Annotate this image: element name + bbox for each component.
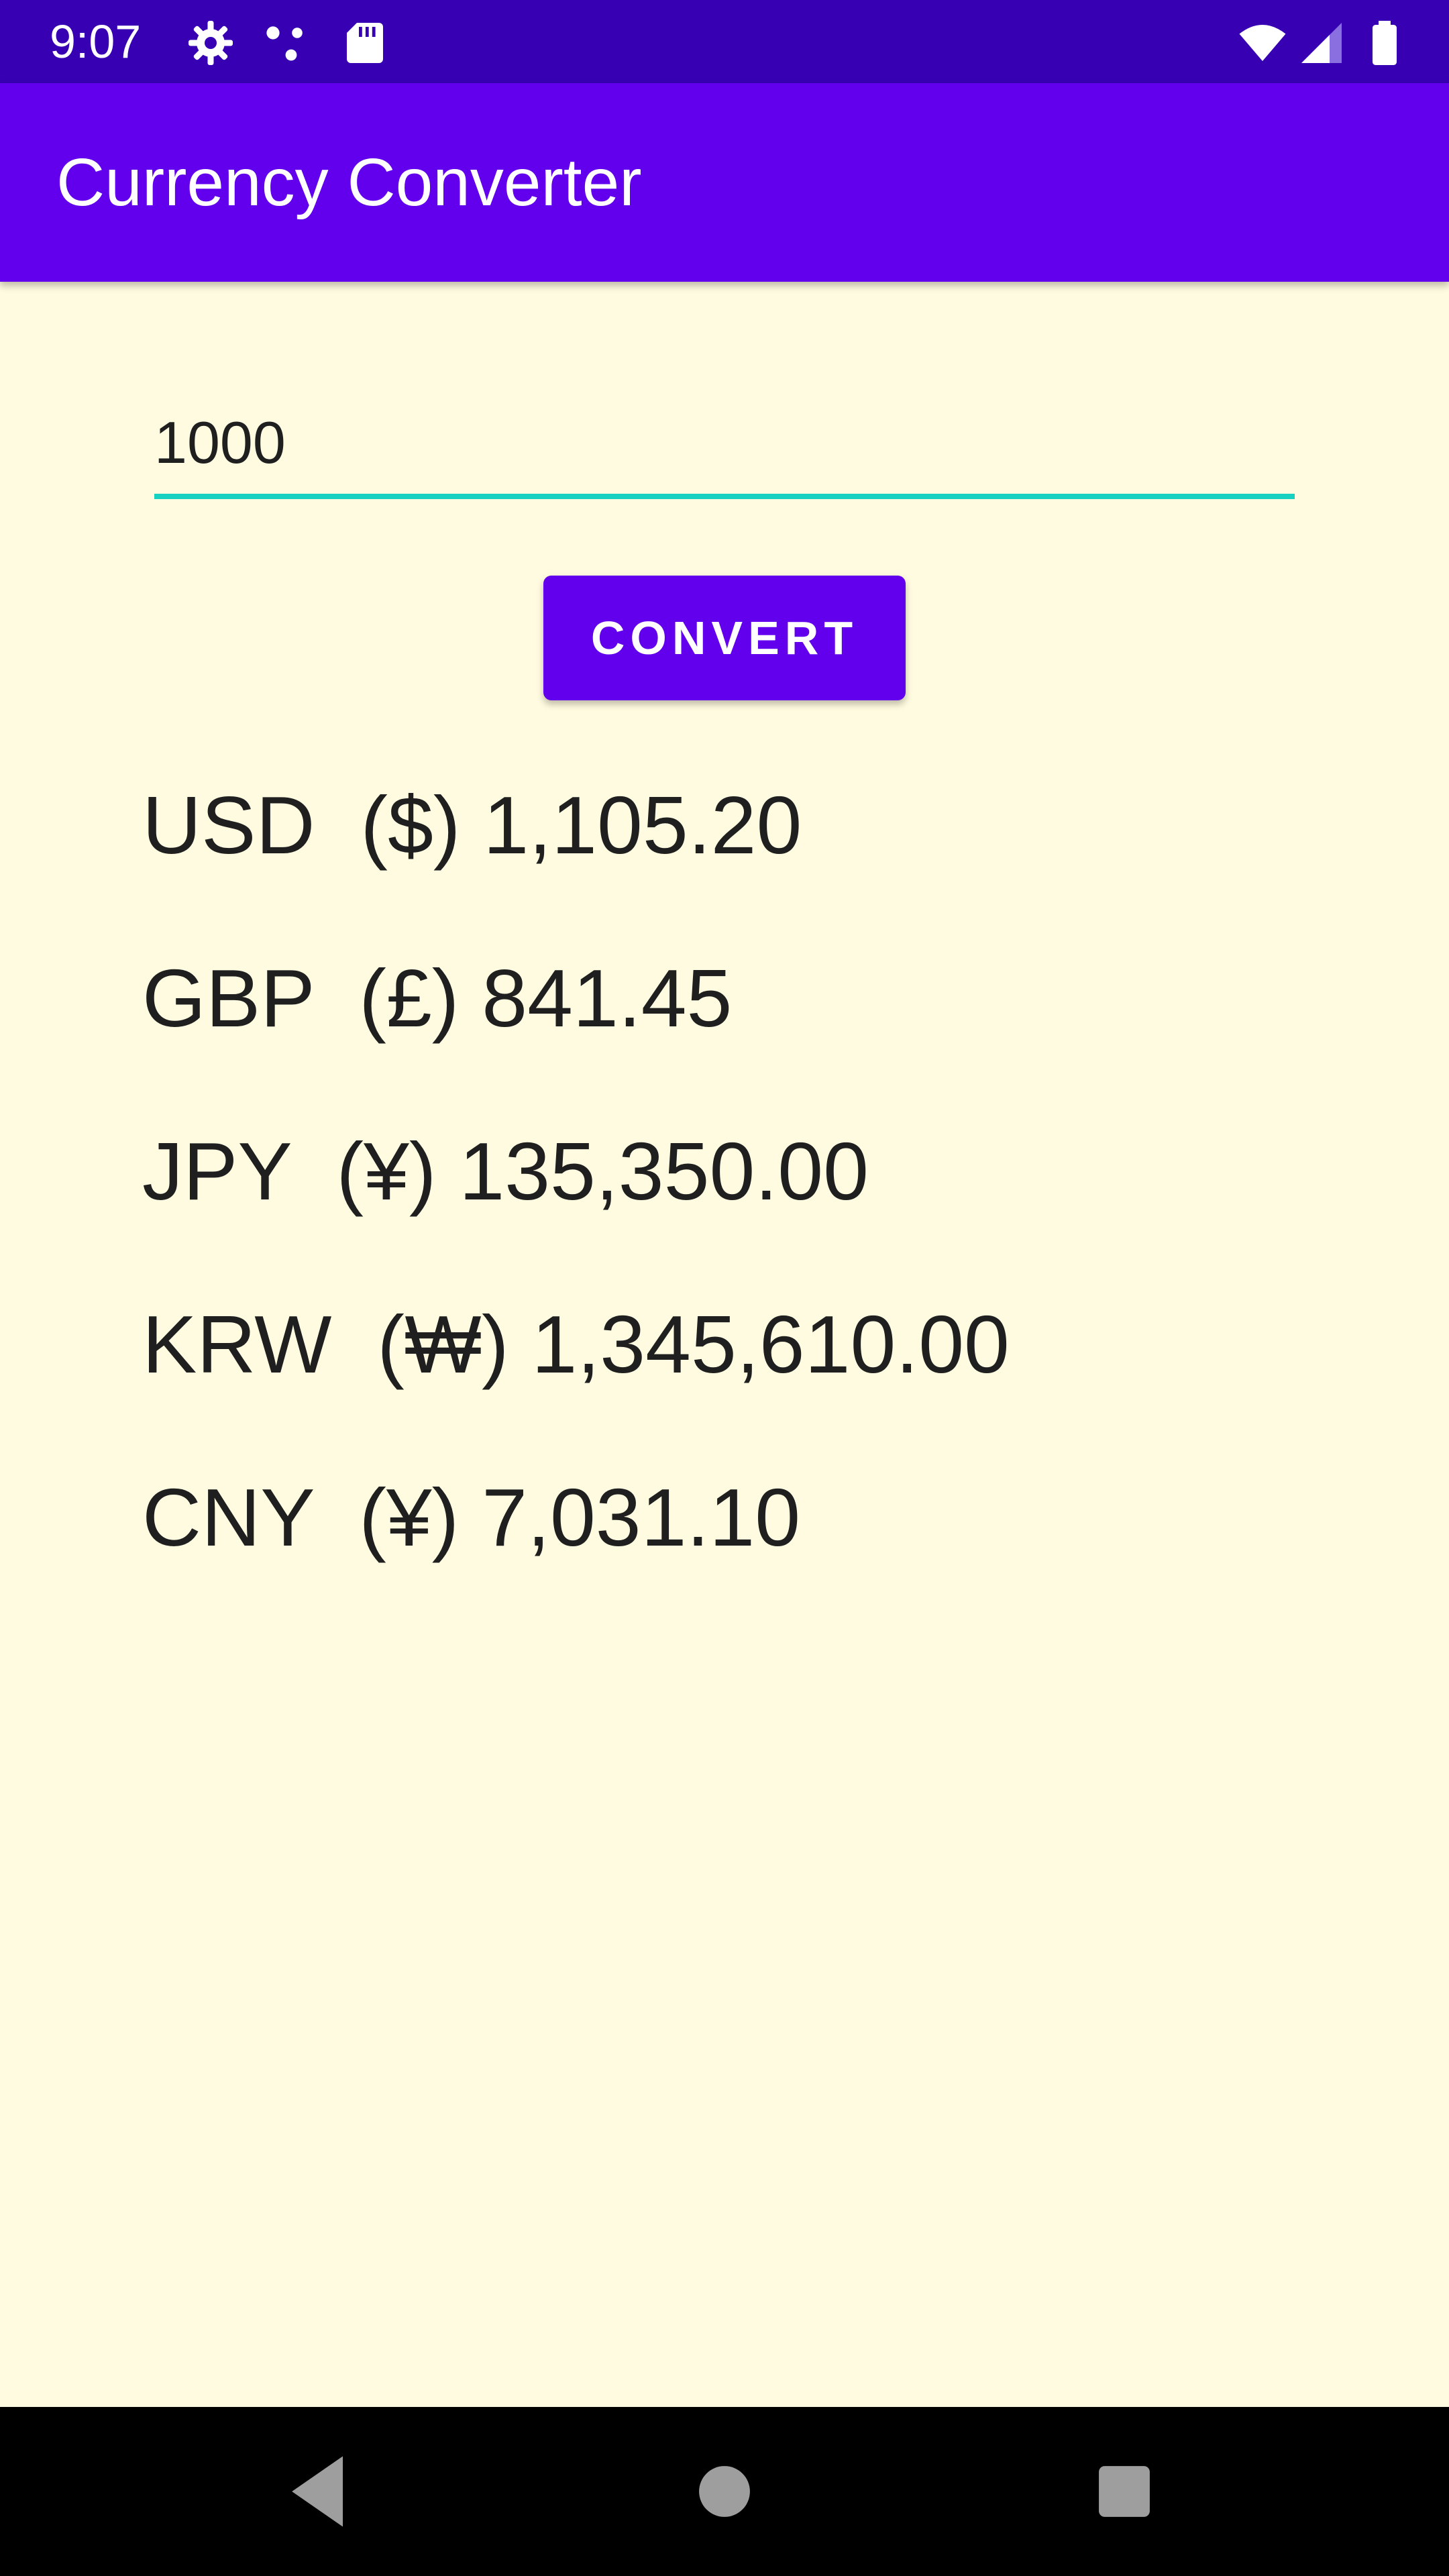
sd-card-icon [341, 19, 389, 67]
dots-icon [263, 19, 311, 67]
currency-code: USD [142, 780, 315, 871]
rates-list: USD ($) 1,105.20 GBP (£) 841.45 JPY (¥) … [142, 765, 1350, 1630]
amount-field[interactable] [154, 389, 1295, 503]
converted-amount: 1,105.20 [483, 780, 802, 871]
converted-amount: 841.45 [482, 953, 733, 1044]
page-title: Currency Converter [56, 145, 642, 220]
convert-button[interactable]: CONVERT [543, 576, 906, 700]
currency-symbol: (₩) [377, 1299, 509, 1390]
currency-code: JPY [142, 1126, 291, 1217]
rate-item-usd: USD ($) 1,105.20 [142, 765, 1350, 938]
rate-item-cny: CNY (¥) 7,031.10 [142, 1457, 1350, 1630]
converted-amount: 1,345,610.00 [531, 1299, 1010, 1390]
currency-code: CNY [142, 1472, 314, 1563]
navigation-bar [0, 2407, 1449, 2576]
currency-symbol: ($) [360, 780, 461, 871]
status-bar: 9:07 [0, 0, 1449, 83]
amount-input[interactable] [154, 389, 1295, 496]
currency-symbol: (£) [359, 953, 460, 1044]
home-icon[interactable] [678, 2445, 771, 2538]
currency-code: KRW [142, 1299, 332, 1390]
settings-icon [186, 19, 235, 67]
currency-symbol: (¥) [359, 1472, 460, 1563]
rate-item-krw: KRW (₩) 1,345,610.00 [142, 1284, 1350, 1457]
battery-icon [1360, 19, 1409, 67]
rate-item-jpy: JPY (¥) 135,350.00 [142, 1111, 1350, 1284]
app-bar: Currency Converter [0, 83, 1449, 282]
recents-icon[interactable] [1077, 2445, 1171, 2538]
wifi-icon [1238, 19, 1287, 67]
back-icon[interactable] [272, 2445, 366, 2538]
signal-icon [1297, 19, 1346, 67]
converted-amount: 135,350.00 [459, 1126, 869, 1217]
rate-item-gbp: GBP (£) 841.45 [142, 938, 1350, 1111]
converted-amount: 7,031.10 [482, 1472, 801, 1563]
currency-symbol: (¥) [336, 1126, 437, 1217]
status-time: 9:07 [50, 15, 142, 68]
currency-code: GBP [142, 953, 314, 1044]
amount-underline [154, 494, 1295, 499]
